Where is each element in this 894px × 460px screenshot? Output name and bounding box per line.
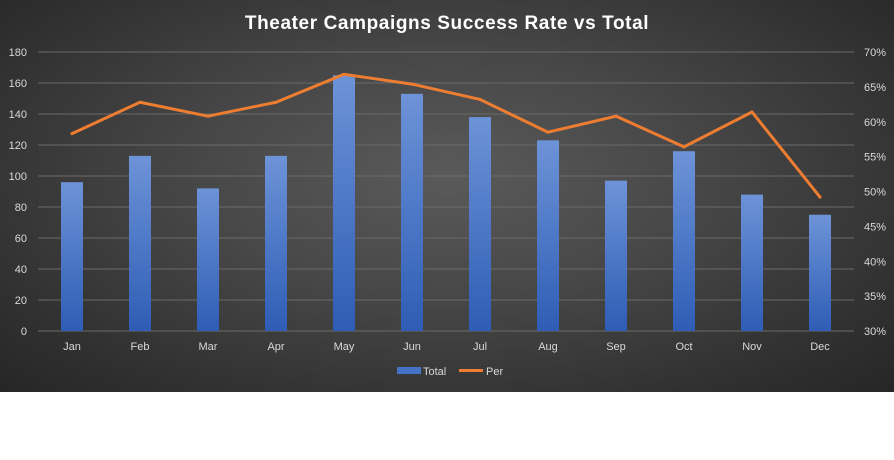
x-tick-label: Jun [403,341,421,353]
right-tick-label: 30% [864,326,886,338]
x-tick-label: Feb [131,341,150,353]
bar-dec [809,214,831,331]
legend-label-total: Total [423,366,446,378]
x-tick-label: Apr [267,341,284,353]
per-point-nov [750,110,754,114]
left-tick-label: 100 [9,171,27,183]
per-point-oct [682,145,686,149]
legend-label-per: Per [486,366,503,378]
per-point-dec [818,195,822,199]
bar-aug [537,140,559,331]
left-tick-label: 60 [15,233,27,245]
right-tick-label: 45% [864,221,886,233]
left-tick-label: 0 [21,326,27,338]
x-tick-label: Nov [742,341,762,353]
right-tick-label: 70% [864,47,886,59]
right-tick-label: 50% [864,187,886,199]
per-point-may [342,72,346,76]
right-tick-label: 55% [864,152,886,164]
right-tick-label: 65% [864,82,886,94]
per-point-jan [70,132,74,136]
bar-nov [741,194,763,331]
per-point-feb [138,100,142,104]
left-tick-label: 20 [15,295,27,307]
bar-mar [197,188,219,331]
left-tick-label: 160 [9,78,27,90]
x-tick-label: Dec [810,341,830,353]
left-axis-ticks: 0 20 40 60 80 100 120 140 160 180 [9,47,27,338]
per-point-sep [614,114,618,118]
x-tick-label: May [334,341,355,353]
bar-apr [265,155,287,331]
right-axis-ticks: 30% 35% 40% 45% 50% 55% 60% 65% 70% [864,47,886,338]
left-tick-label: 80 [15,202,27,214]
bar-feb [129,155,151,331]
chart-title: Theater Campaigns Success Rate vs Total [245,13,649,34]
bar-jun [401,93,423,331]
per-point-aug [546,130,550,134]
per-point-jun [410,82,414,86]
line-series [70,72,822,199]
legend-swatch-total [397,367,421,374]
per-point-mar [206,114,210,118]
per-point-apr [274,100,278,104]
x-tick-label: Jul [473,341,487,353]
right-tick-label: 60% [864,117,886,129]
left-tick-label: 140 [9,109,27,121]
x-tick-label: Jan [63,341,81,353]
combo-chart: Theater Campaigns Success Rate vs Total … [8,13,887,378]
x-tick-label: Aug [538,341,558,353]
per-line [70,72,822,199]
legend: Total Per [397,366,503,378]
bar-jan [61,182,83,331]
per-point-jul [478,97,482,101]
x-tick-label: Mar [199,341,218,353]
chart-background: Theater Campaigns Success Rate vs Total … [0,0,894,392]
x-tick-label: Sep [606,341,626,353]
x-axis-ticks: Jan Feb Mar Apr May Jun Jul Aug Sep Oct Nov Dec [63,341,830,353]
left-tick-label: 40 [15,264,27,276]
bar-series [61,75,831,331]
bar-may [333,75,355,331]
left-tick-label: 120 [9,140,27,152]
right-tick-label: 40% [864,256,886,268]
x-tick-label: Oct [675,341,692,353]
bar-oct [673,151,695,331]
bar-sep [605,180,627,331]
right-tick-label: 35% [864,291,886,303]
gridlines [38,51,854,332]
bar-jul [469,117,491,331]
left-tick-label: 180 [9,47,27,59]
